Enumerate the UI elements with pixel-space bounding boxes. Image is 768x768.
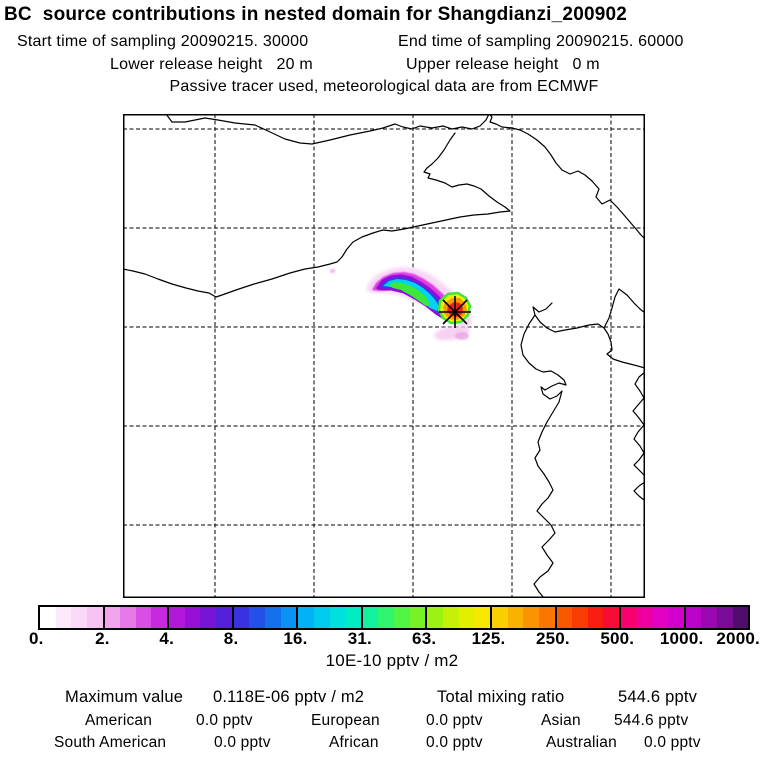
colorbar-cell — [425, 607, 444, 628]
colorbar-cell — [167, 607, 185, 628]
colorbar-cell — [443, 607, 459, 628]
colorbar-cell — [458, 607, 475, 628]
contribution-australian-value: 0.0 pptv — [644, 734, 701, 751]
colorbar-cell — [86, 607, 103, 628]
colorbar-cell — [378, 607, 395, 628]
plume-level-green — [388, 282, 430, 306]
colorbar-cell — [701, 607, 717, 628]
maximum-value-label: Maximum value — [65, 688, 184, 706]
receptor-star-marker — [439, 296, 471, 328]
colorbar-cell — [394, 607, 410, 628]
colorbar-cell — [151, 607, 168, 628]
colorbar-cell — [523, 607, 539, 628]
colorbar-tick-label: 8. — [223, 629, 239, 648]
colorbar-cell — [732, 607, 749, 628]
colorbar-cell — [135, 607, 152, 628]
map-frame — [123, 114, 645, 598]
colorbar-cell — [360, 607, 379, 628]
colorbar-tick-label: 500. — [600, 629, 635, 648]
contribution-african-value: 0.0 pptv — [426, 734, 483, 751]
colorbar-cell — [587, 607, 604, 628]
colorbar-cell — [120, 607, 136, 628]
colorbar-tick-label: 16. — [283, 629, 308, 648]
colorbar-cell — [313, 607, 330, 628]
colorbar-cells — [40, 607, 749, 628]
lower-release-text: Lower release height 20 m — [110, 56, 313, 73]
graticule-grid — [123, 114, 645, 598]
colorbar-cell — [40, 607, 56, 628]
plume-outlier-dot — [330, 269, 335, 273]
coastline-wedge — [123, 132, 511, 298]
plume-tail-spot — [455, 332, 469, 340]
contribution-asian-label: Asian — [541, 712, 581, 729]
colorbar-cell — [603, 607, 620, 628]
coastline-west-upper — [520, 314, 567, 598]
colorbar-tick-label: 31. — [347, 629, 372, 648]
colorbar-tick-label: 250. — [535, 629, 570, 648]
map-plot — [123, 114, 645, 598]
colorbar-cell — [280, 607, 297, 628]
colorbar-cell — [716, 607, 733, 628]
colorbar-cell — [249, 607, 265, 628]
upper-release-text: Upper release height 0 m — [406, 56, 600, 73]
colorbar-cell — [554, 607, 573, 628]
coastline-east — [632, 371, 645, 477]
end-time-text: End time of sampling 20090215. 60000 — [398, 33, 684, 50]
contribution-european-value: 0.0 pptv — [426, 712, 483, 729]
colorbar-tick-label: 2. — [95, 629, 110, 648]
total-mixing-ratio-value: 544.6 pptv — [618, 688, 698, 706]
colorbar-tick-label: 63. — [412, 629, 437, 648]
colorbar-cell — [636, 607, 653, 628]
coastline-east-lower — [633, 481, 645, 501]
contribution-south-american-value: 0.0 pptv — [214, 734, 271, 751]
colorbar-cell — [619, 607, 637, 628]
colorbar-cell — [55, 607, 72, 628]
contribution-american-label: American — [85, 712, 153, 729]
colorbar-cell — [71, 607, 87, 628]
colorbar-cell — [683, 607, 702, 628]
coastline-bay — [532, 302, 645, 369]
colorbar-cell — [489, 607, 508, 628]
contribution-african-label: African — [329, 734, 379, 751]
colorbar-cell — [474, 607, 490, 628]
colorbar-cell — [507, 607, 524, 628]
colorbar-tick-label: 1000. — [659, 629, 704, 648]
colorbar-cell — [184, 607, 201, 628]
colorbar-cell — [572, 607, 588, 628]
colorbar — [38, 605, 750, 630]
coastline-spur — [603, 288, 645, 329]
colorbar-cell — [538, 607, 555, 628]
total-mixing-ratio-label: Total mixing ratio — [437, 688, 565, 706]
contribution-australian-label: Australian — [546, 734, 617, 751]
colorbar-cell — [652, 607, 668, 628]
start-time-text: Start time of sampling 20090215. 30000 — [17, 33, 309, 50]
colorbar-cell — [200, 607, 217, 628]
coastline-north — [165, 114, 645, 240]
colorbar-tick-label: 0. — [28, 629, 44, 648]
colorbar-tick-label: 125. — [471, 629, 506, 648]
colorbar-units-label: 10E-10 pptv / m2 — [325, 651, 459, 670]
contribution-south-american-label: South American — [54, 734, 167, 751]
plume-overlay — [330, 267, 472, 341]
contribution-asian-value: 544.6 pptv — [614, 712, 689, 729]
maximum-value: 0.118E-06 pptv / m2 — [213, 688, 365, 706]
colorbar-cell — [409, 607, 426, 628]
colorbar-cell — [296, 607, 314, 628]
colorbar-cell — [667, 607, 684, 628]
colorbar-cell — [231, 607, 250, 628]
page-title: BC source contributions in nested domain… — [4, 4, 628, 25]
colorbar-cell — [329, 607, 346, 628]
coastlines — [123, 114, 645, 598]
colorbar-tick-label: 2000. — [716, 629, 760, 648]
colorbar-cell — [345, 607, 361, 628]
contribution-american-value: 0.0 pptv — [196, 712, 253, 729]
contribution-european-label: European — [311, 712, 380, 729]
colorbar-cell — [216, 607, 232, 628]
colorbar-cell — [102, 607, 121, 628]
colorbar-tick-label: 4. — [159, 629, 175, 648]
tracer-note-text: Passive tracer used, meteorological data… — [169, 78, 599, 95]
colorbar-cell — [264, 607, 281, 628]
